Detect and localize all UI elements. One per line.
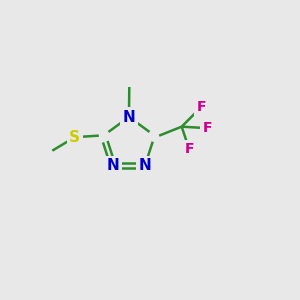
Text: S: S bbox=[69, 130, 80, 145]
Text: N: N bbox=[139, 158, 151, 173]
Text: F: F bbox=[196, 100, 206, 114]
Text: N: N bbox=[123, 110, 135, 124]
Text: F: F bbox=[184, 142, 194, 156]
Text: N: N bbox=[107, 158, 119, 173]
Text: F: F bbox=[202, 121, 212, 135]
